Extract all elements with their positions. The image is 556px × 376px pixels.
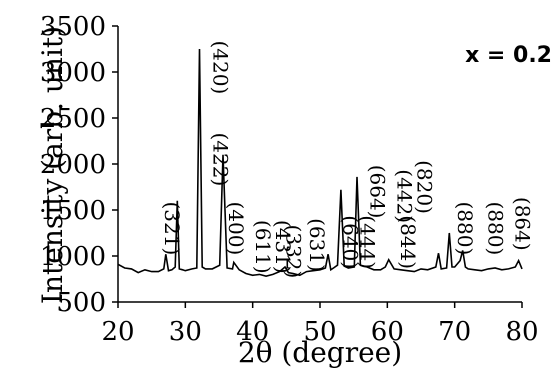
peak-label: (420): [209, 41, 233, 95]
y-tick-label: 3000: [40, 58, 106, 88]
x-tick-label: 50: [303, 317, 336, 347]
y-tick-label: 1000: [40, 242, 106, 272]
peak-label: (321): [160, 202, 184, 256]
x-axis-title: 2θ (degree): [238, 336, 402, 369]
composition-annotation: x = 0.2: [465, 43, 552, 68]
peak-label: (442): [392, 169, 416, 223]
chart-plot-area: [117, 48, 523, 278]
y-tick-label: 500: [56, 288, 106, 318]
peak-labels: (420) (422) (321) (400) (611)(431)(332) (631)…: [160, 41, 534, 279]
chart-ticks: 500 1000 1500 2000 2500 3000 3500 20 30 40 50 60 70 8…: [40, 12, 539, 347]
y-axis-title: Intensity (arb. unit): [36, 26, 69, 304]
y-tick-label: 2000: [40, 150, 106, 180]
peak-label: (820): [413, 160, 437, 214]
peak-label: (631): [305, 218, 329, 272]
x-tick-label: 30: [169, 317, 202, 347]
x-tick-label: 70: [438, 317, 471, 347]
peak-label: (664): [366, 165, 390, 219]
xrd-pattern-line: [117, 48, 523, 278]
peak-label: (611): [251, 220, 275, 274]
y-tick-label: 2500: [40, 104, 106, 134]
x-tick-label: 60: [371, 317, 404, 347]
peak-label: (880): [483, 202, 507, 256]
y-tick-label: 3500: [40, 12, 106, 42]
y-tick-label: 1500: [40, 196, 106, 226]
peak-label: (332): [281, 225, 305, 279]
peak-label: (431): [271, 220, 295, 274]
peak-label: (864): [510, 197, 534, 251]
x-tick-label: 80: [505, 317, 538, 347]
peak-label: (880): [453, 202, 477, 256]
peak-label: (400): [224, 202, 248, 256]
x-tick-label: 40: [236, 317, 269, 347]
peak-label: (844): [396, 215, 420, 269]
x-tick-label: 20: [101, 317, 134, 347]
peak-label: (422): [209, 133, 233, 187]
